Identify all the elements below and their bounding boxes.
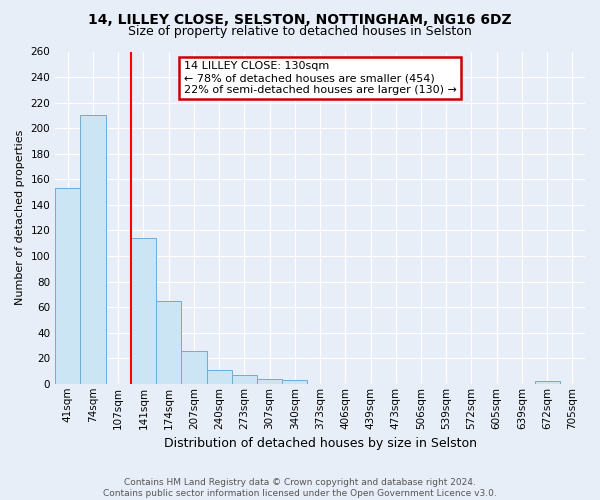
Bar	[55, 188, 80, 384]
Text: 14 LILLEY CLOSE: 130sqm
← 78% of detached houses are smaller (454)
22% of semi-d: 14 LILLEY CLOSE: 130sqm ← 78% of detache…	[184, 62, 457, 94]
Text: Size of property relative to detached houses in Selston: Size of property relative to detached ho…	[128, 25, 472, 38]
Bar	[131, 238, 156, 384]
Bar	[535, 381, 560, 384]
Bar	[257, 378, 282, 384]
Bar	[232, 375, 257, 384]
Bar	[206, 370, 232, 384]
Bar	[80, 116, 106, 384]
Bar	[181, 350, 206, 384]
X-axis label: Distribution of detached houses by size in Selston: Distribution of detached houses by size …	[164, 437, 476, 450]
Bar	[282, 380, 307, 384]
Text: 14, LILLEY CLOSE, SELSTON, NOTTINGHAM, NG16 6DZ: 14, LILLEY CLOSE, SELSTON, NOTTINGHAM, N…	[88, 12, 512, 26]
Y-axis label: Number of detached properties: Number of detached properties	[15, 130, 25, 306]
Text: Contains HM Land Registry data © Crown copyright and database right 2024.
Contai: Contains HM Land Registry data © Crown c…	[103, 478, 497, 498]
Bar	[156, 300, 181, 384]
